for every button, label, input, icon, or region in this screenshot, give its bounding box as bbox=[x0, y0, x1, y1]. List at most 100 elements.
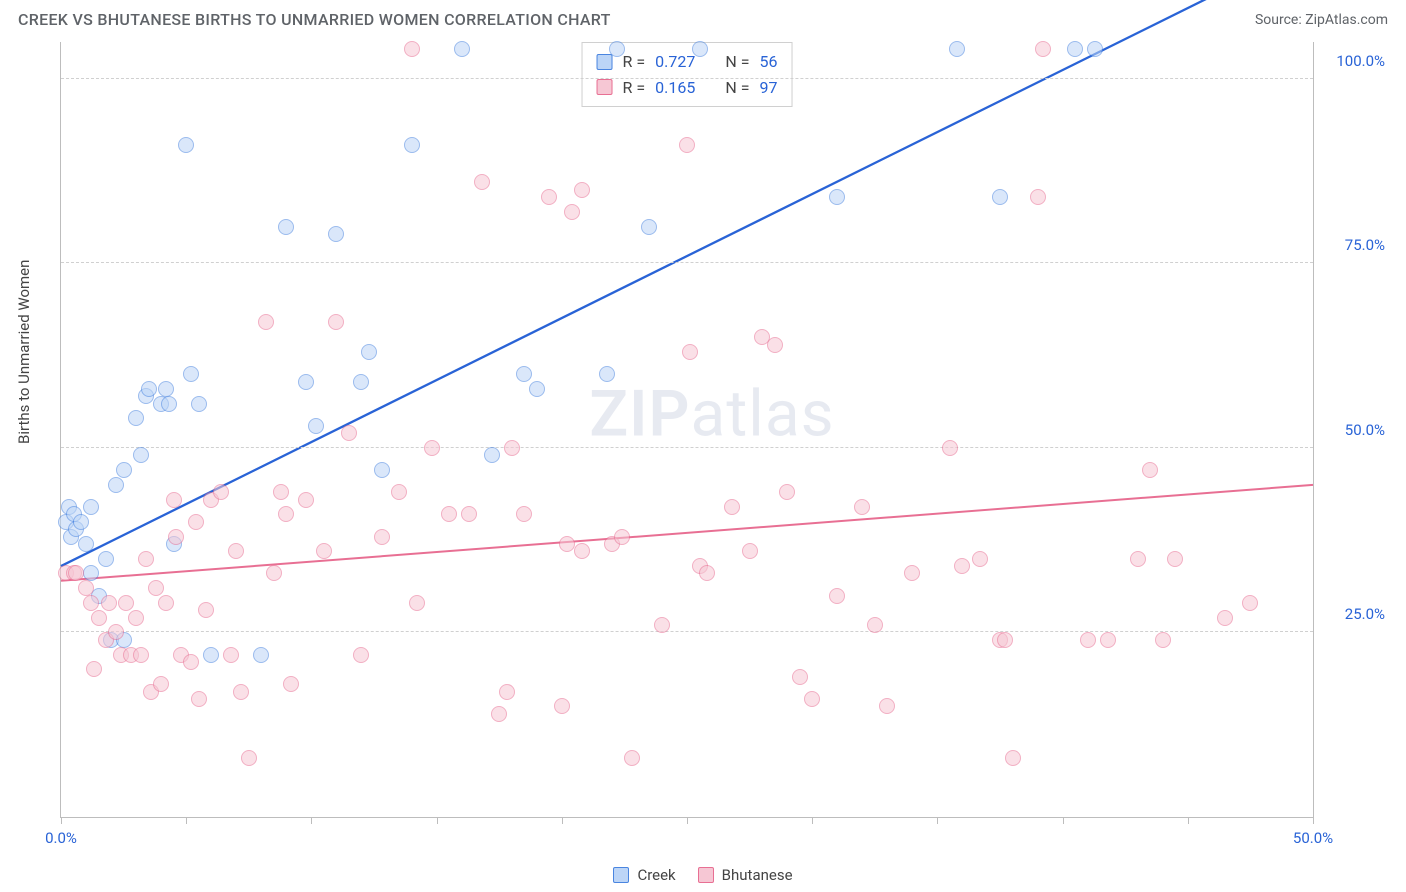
scatter-point bbox=[328, 314, 344, 330]
y-tick-label: 100.0% bbox=[1321, 52, 1385, 70]
scatter-point bbox=[298, 374, 314, 390]
scatter-point bbox=[128, 410, 144, 426]
scatter-point bbox=[83, 595, 99, 611]
scatter-point bbox=[141, 381, 157, 397]
scatter-point bbox=[867, 617, 883, 633]
scatter-point bbox=[1242, 595, 1258, 611]
scatter-point bbox=[829, 588, 845, 604]
x-tick bbox=[311, 817, 312, 824]
legend-label: Bhutanese bbox=[722, 866, 793, 884]
scatter-point bbox=[441, 506, 457, 522]
scatter-point bbox=[133, 647, 149, 663]
scatter-point bbox=[564, 204, 580, 220]
scatter-point bbox=[168, 529, 184, 545]
scatter-point bbox=[1155, 632, 1171, 648]
scatter-point bbox=[183, 366, 199, 382]
legend-swatch bbox=[698, 867, 714, 883]
y-axis-label: Births to Unmarried Women bbox=[15, 260, 33, 444]
y-tick-label: 50.0% bbox=[1321, 421, 1385, 439]
scatter-point bbox=[78, 536, 94, 552]
scatter-point bbox=[699, 565, 715, 581]
scatter-point bbox=[942, 440, 958, 456]
x-tick bbox=[687, 817, 688, 824]
scatter-point bbox=[108, 624, 124, 640]
y-tick-label: 25.0% bbox=[1321, 605, 1385, 623]
scatter-point bbox=[1100, 632, 1116, 648]
x-tick bbox=[1188, 817, 1189, 824]
chart-title: CREEK VS BHUTANESE BIRTHS TO UNMARRIED W… bbox=[18, 10, 611, 29]
scatter-point bbox=[1167, 551, 1183, 567]
scatter-point bbox=[499, 684, 515, 700]
scatter-point bbox=[153, 676, 169, 692]
scatter-point bbox=[599, 366, 615, 382]
scatter-point bbox=[474, 174, 490, 190]
watermark: ZIPatlas bbox=[589, 377, 834, 452]
scatter-point bbox=[203, 647, 219, 663]
scatter-point bbox=[792, 669, 808, 685]
x-tick bbox=[812, 817, 813, 824]
scatter-point bbox=[91, 610, 107, 626]
legend-swatch bbox=[613, 867, 629, 883]
scatter-point bbox=[158, 595, 174, 611]
scatter-point bbox=[161, 396, 177, 412]
gridline bbox=[61, 447, 1313, 448]
scatter-point bbox=[178, 137, 194, 153]
scatter-point bbox=[278, 506, 294, 522]
scatter-point bbox=[253, 647, 269, 663]
x-tick bbox=[437, 817, 438, 824]
x-tick bbox=[1063, 817, 1064, 824]
scatter-point bbox=[829, 189, 845, 205]
legend-swatch bbox=[597, 54, 613, 70]
scatter-point bbox=[138, 551, 154, 567]
legend-swatch bbox=[597, 79, 613, 95]
scatter-point bbox=[554, 698, 570, 714]
scatter-point bbox=[529, 381, 545, 397]
n-value: 56 bbox=[759, 49, 777, 75]
scatter-point bbox=[98, 551, 114, 567]
scatter-point bbox=[158, 381, 174, 397]
scatter-point bbox=[361, 344, 377, 360]
scatter-point bbox=[148, 580, 164, 596]
scatter-point bbox=[183, 654, 199, 670]
legend-item: Creek bbox=[613, 866, 675, 884]
legend-item: Bhutanese bbox=[698, 866, 793, 884]
scatter-point bbox=[404, 137, 420, 153]
scatter-point bbox=[1087, 41, 1103, 57]
series-legend: Creek Bhutanese bbox=[0, 866, 1406, 884]
scatter-point bbox=[223, 647, 239, 663]
scatter-point bbox=[779, 484, 795, 500]
scatter-point bbox=[679, 137, 695, 153]
scatter-point bbox=[1030, 189, 1046, 205]
scatter-point bbox=[461, 506, 477, 522]
scatter-point bbox=[949, 41, 965, 57]
scatter-point bbox=[391, 484, 407, 500]
scatter-point bbox=[108, 477, 124, 493]
scatter-point bbox=[804, 691, 820, 707]
scatter-point bbox=[353, 647, 369, 663]
x-tick bbox=[562, 817, 563, 824]
scatter-point bbox=[374, 529, 390, 545]
scatter-point bbox=[504, 440, 520, 456]
x-tick bbox=[186, 817, 187, 824]
scatter-point bbox=[316, 543, 332, 559]
scatter-point bbox=[191, 396, 207, 412]
scatter-point bbox=[308, 418, 324, 434]
scatter-point bbox=[654, 617, 670, 633]
scatter-point bbox=[374, 462, 390, 478]
scatter-point bbox=[298, 492, 314, 508]
scatter-point bbox=[424, 440, 440, 456]
scatter-point bbox=[404, 41, 420, 57]
scatter-point bbox=[972, 551, 988, 567]
scatter-point bbox=[484, 447, 500, 463]
scatter-point bbox=[228, 543, 244, 559]
scatter-point bbox=[278, 219, 294, 235]
scatter-point bbox=[904, 565, 920, 581]
scatter-point bbox=[641, 219, 657, 235]
source-label: Source: ZipAtlas.com bbox=[1255, 12, 1388, 28]
chart-header: CREEK VS BHUTANESE BIRTHS TO UNMARRIED W… bbox=[0, 0, 1406, 35]
scatter-point bbox=[541, 189, 557, 205]
trend-lines bbox=[61, 42, 1313, 817]
scatter-point bbox=[879, 698, 895, 714]
x-tick bbox=[61, 817, 62, 824]
scatter-point bbox=[1005, 750, 1021, 766]
